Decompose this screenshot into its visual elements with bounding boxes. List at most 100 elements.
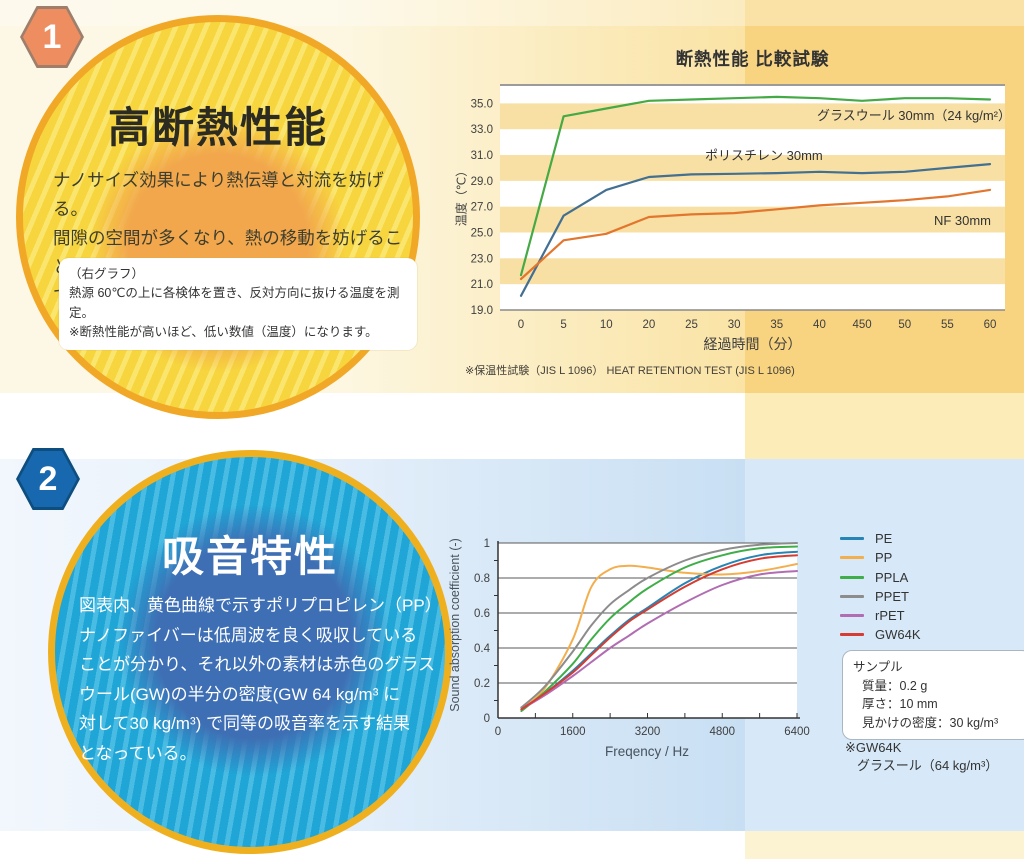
legend-label: PPLA [875,569,909,585]
y-tick-label: 27.0 [471,202,493,214]
text-line: ことが分かり、それ以外の素材は赤色のグラス [79,655,435,674]
grid-band [500,155,1005,181]
series-label: NF 30mm [934,213,991,228]
insulation-chart-xlabel: 経過時間（分） [703,336,802,352]
legend-label: PP [875,550,893,566]
y-tick-label: 1 [484,538,490,550]
text-line: ウール(GW)の半分の密度(GW 64 kg/m³ に [79,684,401,704]
y-tick-label: 0.4 [474,643,491,655]
note-line: 熱源 60℃の上に各検体を置き、反対方向に抜ける温度を測定。 [69,286,400,320]
absorption-feature-circle: 吸音特性 図表内、黄色曲線で示すポリプロピレン（PP） ナノファイバーは低周波を良… [48,450,452,854]
x-tick-label: 3200 [635,726,661,738]
x-tick-label: 30 [728,319,741,331]
series-curve [520,542,798,709]
sample-box-title: サンプル [853,660,903,674]
x-tick-label: 25 [685,319,698,331]
note-line: （右グラフ） [69,267,145,281]
x-tick-label: 450 [852,319,871,331]
absorption-chart-ylabel: Sound absorption coefficient (-) [448,538,462,712]
insulation-title: 高断熱性能 [107,104,328,151]
feature-2-badge: 2 [16,448,80,510]
y-tick-label: 25.0 [471,228,493,240]
legend-line-swatch [840,614,864,618]
y-tick-label: 29.0 [471,176,493,188]
legend-item-PPET: PPET [840,589,921,604]
legend-item-PPLA: PPLA [840,570,921,585]
series-label: グラスウール 30mm（24 kg/m²） [817,108,1011,123]
x-tick-label: 0 [518,319,524,331]
text-line: 対して30 kg/m³) で同等の吸音率を示す結果 [79,714,411,733]
sample-line: 厚さ：10 mm [862,697,938,711]
background-middle-left [0,393,745,459]
text-line: となっている。 [79,743,197,763]
x-tick-label: 55 [941,319,954,331]
y-tick-label: 0.2 [474,678,490,690]
legend-item-PP: PP [840,550,921,565]
insulation-chart-title: 断熱性能 比較試験 [675,49,830,69]
legend-line-swatch [840,537,864,540]
y-tick-label: 0.6 [474,608,490,620]
legend-label: PE [875,531,893,546]
grid-band [500,258,1005,285]
absorption-body-text: 図表内、黄色曲線で示すポリプロピレン（PP） ナノファイバーは低周波を良く吸収して… [79,591,442,768]
absorption-chart: 0 0.2 0.4 0.6 0.8 1 0 1600 3200 4800 6400 [474,538,810,738]
x-tick-label: 0 [495,726,501,738]
y-tick-label: 33.0 [471,124,493,136]
note-line: ※断熱性能が高いほど、低い数値（温度）になります。 [69,325,378,340]
absorption-chart-legend: PE PP PPLA PPET rPET GW64K [840,531,921,647]
insulation-chart-footnote: ※保温性試験（JIS L 1096） HEAT RETENTION TEST (… [465,365,795,377]
series-curve [520,545,798,712]
footnote-line: ※GW64K [845,740,902,755]
series-curve [520,563,798,711]
text-line: 図表内、黄色曲線で示すポリプロピレン（PP） [79,596,442,615]
sample-box-lines: 質量：0.2 g 厚さ：10 mm 見かけの密度：30 kg/m³ [853,677,1021,733]
background-footer-right [745,831,1024,859]
legend-line-swatch [840,594,864,598]
absorption-chart-xlabel: Freqency / Hz [604,744,690,759]
absorption-title: 吸音特性 [161,533,338,580]
x-tick-label: 50 [898,319,911,331]
series-line [519,95,992,277]
series-label: ポリスチレン 30mm [705,148,823,163]
legend-line-swatch [840,633,864,637]
legend-item-rPET: rPET [840,608,921,623]
absorption-chart-footnote: ※GW64K グラスール（64 kg/m³） [845,739,998,775]
legend-label: PPET [875,588,909,604]
y-tick-label: 31.0 [471,150,493,162]
feature-1-badge: 1 [20,6,84,68]
y-tick-label: 23.0 [471,253,493,265]
footnote-line: グラスール（64 kg/m³） [857,758,999,774]
x-tick-label: 20 [643,319,656,331]
background-footer-left [0,831,745,859]
x-tick-label: 60 [984,319,997,331]
series-curve [520,554,798,711]
series-curve [520,570,798,711]
insulation-chart: 35.0 33.0 31.0 29.0 27.0 25.0 23.0 21.0 19.0 0 5 10… [471,84,1011,331]
insulation-chart-ylabel: 温度（℃） [454,164,469,227]
text-line: ナノサイズ効果により熱伝導と対流を妨げる。 [53,170,384,219]
x-tick-label: 1600 [560,726,586,738]
text-line: ナノファイバーは低周波を良く吸収している [79,625,418,645]
x-tick-label: 35 [770,319,783,331]
legend-label: GW64K [875,627,921,643]
sample-line: 見かけの密度：30 kg/m³ [862,715,999,730]
background-top-highlight-strip [0,0,1024,26]
x-tick-label: 40 [813,319,826,331]
grid-band [500,103,1005,130]
sample-line: 質量：0.2 g [862,678,928,693]
legend-item-GW64K: GW64K [840,627,921,642]
x-tick-label: 5 [560,319,566,331]
y-tick-label: 21.0 [471,279,493,291]
y-tick-label: 19.0 [471,305,493,317]
legend-item-PE: PE [840,531,921,546]
sample-info-box: サンプル 質量：0.2 g 厚さ：10 mm 見かけの密度：30 kg/m³ [842,650,1024,740]
x-tick-label: 10 [600,319,613,331]
series-line [519,188,992,281]
legend-label: rPET [875,608,905,624]
x-tick-label: 4800 [709,726,735,738]
series-line [519,162,992,297]
y-tick-label: 35.0 [471,98,493,110]
y-tick-label: 0 [484,713,490,725]
insulation-note-box: （右グラフ） 熱源 60℃の上に各検体を置き、反対方向に抜ける温度を測定。 ※断熱性… [59,258,417,350]
